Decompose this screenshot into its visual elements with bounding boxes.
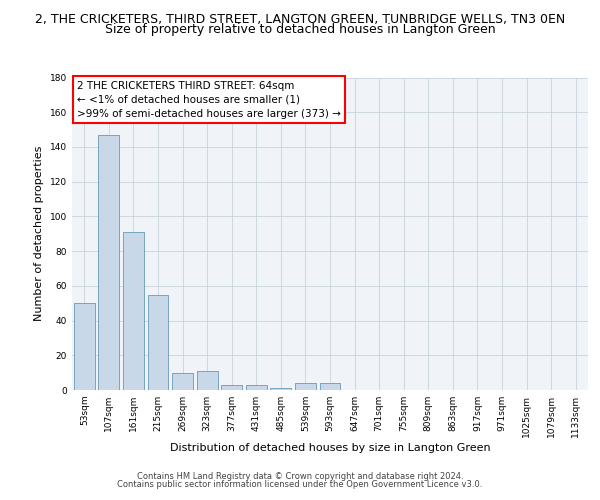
Bar bbox=[74, 303, 95, 390]
Bar bbox=[172, 372, 193, 390]
Bar bbox=[148, 294, 169, 390]
Bar bbox=[221, 385, 242, 390]
Bar bbox=[98, 135, 119, 390]
Bar bbox=[123, 232, 144, 390]
Text: 2, THE CRICKETERS, THIRD STREET, LANGTON GREEN, TUNBRIDGE WELLS, TN3 0EN: 2, THE CRICKETERS, THIRD STREET, LANGTON… bbox=[35, 12, 565, 26]
Y-axis label: Number of detached properties: Number of detached properties bbox=[34, 146, 44, 322]
Text: 2 THE CRICKETERS THIRD STREET: 64sqm
← <1% of detached houses are smaller (1)
>9: 2 THE CRICKETERS THIRD STREET: 64sqm ← <… bbox=[77, 80, 341, 118]
Text: Contains public sector information licensed under the Open Government Licence v3: Contains public sector information licen… bbox=[118, 480, 482, 489]
Bar bbox=[295, 383, 316, 390]
Bar bbox=[271, 388, 292, 390]
Text: Size of property relative to detached houses in Langton Green: Size of property relative to detached ho… bbox=[104, 22, 496, 36]
Text: Contains HM Land Registry data © Crown copyright and database right 2024.: Contains HM Land Registry data © Crown c… bbox=[137, 472, 463, 481]
X-axis label: Distribution of detached houses by size in Langton Green: Distribution of detached houses by size … bbox=[170, 442, 490, 452]
Bar bbox=[197, 371, 218, 390]
Bar bbox=[320, 383, 340, 390]
Bar bbox=[246, 385, 267, 390]
